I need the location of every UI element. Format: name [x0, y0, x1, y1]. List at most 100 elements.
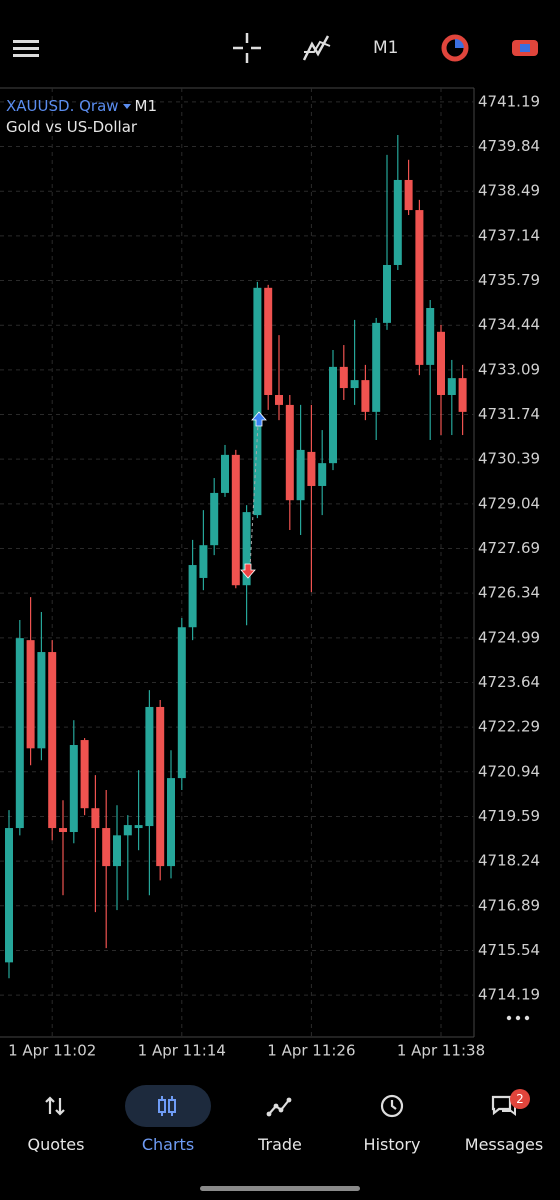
icon	[158, 1096, 176, 1116]
nav-label: Trade	[258, 1135, 302, 1154]
menu-button[interactable]	[12, 30, 42, 66]
x-tick-label: 1 Apr 11:38	[397, 1042, 485, 1060]
candle-body	[415, 210, 424, 365]
y-tick-label: 4720.94	[478, 762, 540, 780]
candle-body	[318, 463, 327, 486]
nav-icon	[349, 1085, 435, 1127]
candle-body	[37, 652, 46, 749]
candle-body	[296, 449, 305, 501]
y-tick-label: 4739.84	[478, 137, 540, 155]
candle-body	[210, 492, 219, 546]
home-indicator	[200, 1186, 360, 1191]
y-tick-label: 4724.99	[478, 628, 540, 646]
candle-body	[156, 706, 165, 867]
candle-body	[26, 640, 35, 749]
candle-body	[264, 287, 273, 396]
y-tick-label: 4726.34	[478, 584, 540, 602]
y-tick-label: 4737.14	[478, 226, 540, 244]
candle-body	[426, 307, 435, 365]
indicators-button[interactable]	[300, 30, 334, 66]
nav-icon	[125, 1085, 211, 1127]
candle-body	[188, 565, 197, 628]
candle-body	[372, 322, 381, 412]
candle-body	[113, 835, 121, 867]
nav-item[interactable]: Quotes	[0, 1085, 112, 1165]
candle-body	[231, 454, 240, 586]
account-button[interactable]	[508, 30, 542, 66]
symbol-timeframe: M1	[134, 97, 158, 115]
candle-body	[275, 395, 283, 405]
crosshair-button[interactable]	[230, 30, 264, 66]
buy-marker	[251, 411, 267, 427]
chart: 4741.19 4739.84 4738.49 4737.14 4735.79 4734.…	[0, 87, 540, 1060]
dropdown-arrow	[122, 104, 131, 109]
trade-tool-button[interactable]	[440, 30, 470, 66]
candle-body	[134, 825, 143, 829]
icon	[45, 1096, 65, 1116]
symbol-row[interactable]: XAUUSD. Qraw M1	[6, 97, 157, 115]
timeframe-button[interactable]: M1	[373, 38, 399, 58]
y-tick-label: 4715.54	[478, 941, 540, 959]
x-tick-label: 1 Apr 11:14	[138, 1042, 226, 1060]
candle-body	[80, 740, 89, 809]
y-tick-label: 4735.79	[478, 271, 540, 289]
symbol: XAUUSD. Qraw	[6, 97, 119, 115]
candle-body	[447, 378, 456, 396]
y-tick-label: 4729.04	[478, 494, 540, 512]
nav-icon	[237, 1085, 323, 1127]
candle-body	[48, 652, 57, 829]
sell-marker	[240, 563, 256, 579]
bottom-nav: Quotes Charts Trade History Messages 2	[0, 1085, 560, 1165]
symbol-description: Gold vs US-Dollar	[6, 118, 138, 136]
more-button[interactable]	[506, 1015, 530, 1021]
y-tick-label: 4731.74	[478, 405, 540, 423]
messages-badge: 2	[510, 1089, 530, 1109]
nav-item[interactable]: Trade	[224, 1085, 336, 1165]
candle-body	[221, 454, 229, 493]
y-tick-label: 4727.69	[478, 539, 540, 557]
trade-link	[249, 423, 259, 569]
icon	[380, 1094, 404, 1118]
candle-body	[102, 828, 111, 867]
candle-body	[285, 404, 294, 501]
nav-item[interactable]: Charts	[112, 1085, 224, 1165]
nav-label: Charts	[141, 1135, 195, 1154]
y-tick-label: 4738.49	[478, 182, 540, 200]
y-tick-label: 4734.44	[478, 316, 540, 334]
y-tick-label: 4730.39	[478, 450, 540, 468]
nav-item[interactable]: History	[336, 1085, 448, 1165]
candle-body	[59, 828, 67, 833]
icon	[266, 1097, 292, 1117]
candle-body	[383, 264, 391, 323]
y-tick-label: 4733.09	[478, 360, 540, 378]
y-tick-label: 4719.59	[478, 807, 540, 825]
candle-body	[199, 545, 208, 578]
y-tick-label: 4716.89	[478, 896, 540, 914]
candle-body	[5, 828, 13, 963]
nav-label: History	[363, 1135, 421, 1154]
candle-body	[307, 451, 316, 486]
candle-body	[167, 778, 175, 867]
candle-body	[253, 287, 262, 516]
candle-body	[69, 745, 78, 833]
x-tick-label: 1 Apr 11:26	[267, 1042, 355, 1060]
x-tick-label: 1 Apr 11:02	[8, 1042, 96, 1060]
candle-body	[361, 380, 370, 412]
nav-item[interactable]: Messages 2	[448, 1085, 560, 1165]
y-tick-label: 4714.19	[478, 986, 540, 1004]
nav-label: Messages	[464, 1135, 544, 1154]
candle-body	[177, 627, 186, 779]
candle-body	[404, 179, 413, 211]
candle-body	[339, 366, 348, 389]
candle-body	[329, 366, 337, 464]
candle-body	[15, 638, 24, 829]
candle-body	[393, 179, 402, 265]
candle-body	[437, 331, 445, 396]
nav-icon	[13, 1085, 99, 1127]
candle-body	[242, 512, 251, 586]
nav-icon	[461, 1085, 547, 1127]
candle-body	[123, 825, 132, 836]
candle-body	[145, 706, 154, 827]
y-tick-label: 4741.19	[478, 92, 540, 110]
